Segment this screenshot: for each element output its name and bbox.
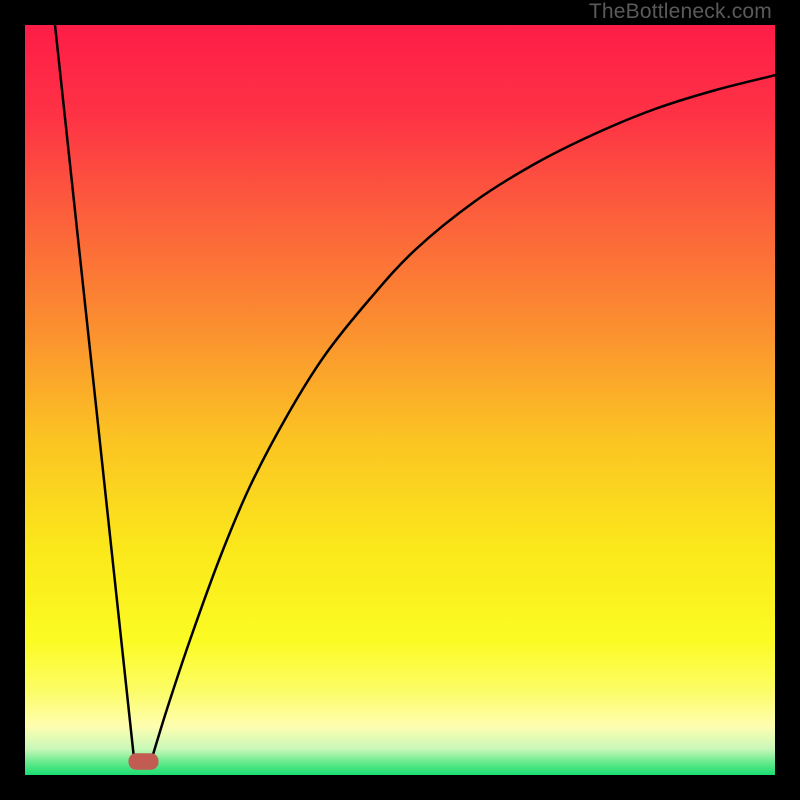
gradient-background [25, 25, 775, 775]
chart-frame: TheBottleneck.com [0, 0, 800, 800]
plot-area [25, 25, 775, 775]
optimum-marker [129, 753, 159, 770]
watermark-text: TheBottleneck.com [589, 0, 772, 24]
chart-svg [25, 25, 775, 775]
